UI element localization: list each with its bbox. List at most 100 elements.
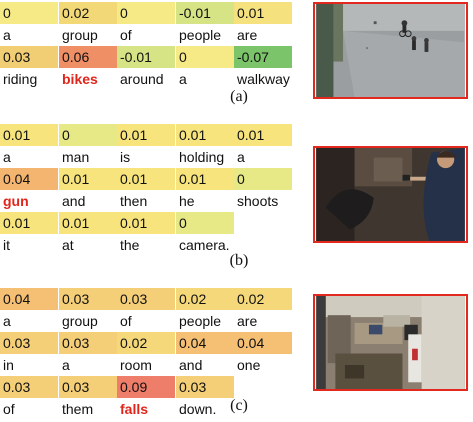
token-cell: 0.02 people <box>176 288 234 332</box>
attention-score: 0.03 <box>0 46 58 68</box>
token-cell: 0.01 are <box>234 2 292 46</box>
attention-score: 0.01 <box>176 168 234 190</box>
token-cell: 0.01 he <box>176 168 234 212</box>
caption-a: (a) <box>230 88 248 105</box>
caption-word: the <box>120 237 140 253</box>
token-cell: 0.03 in <box>0 332 58 376</box>
attention-score: 0.03 <box>59 332 117 354</box>
bikes-scene-image <box>316 4 465 97</box>
caption-word: a <box>3 313 11 329</box>
attention-score: 0 <box>59 124 117 146</box>
caption-word: is <box>120 149 131 165</box>
token-cell: 0.03 of <box>117 288 175 332</box>
caption-word: shoots <box>237 193 279 209</box>
caption-b: (b) <box>229 252 249 269</box>
caption-word: and <box>62 193 86 209</box>
attention-score: 0.03 <box>59 288 117 310</box>
attention-grid-c: 0.04 a 0.03 group 0.03 of 0.02 people 0.02 are 0.0… <box>0 288 295 420</box>
attention-grid-a: 0 a 0.02 group 0 of -0.01 people 0.01 are 0.03 ridi… <box>0 2 295 90</box>
token-cell: 0.04 and <box>176 332 234 376</box>
caption-word: of <box>120 313 132 329</box>
token-cell: -0.07 walkway <box>234 46 292 90</box>
attention-score: 0.01 <box>0 212 58 234</box>
token-row: 0 a 0.02 group 0 of -0.01 people 0.01 are <box>0 2 295 46</box>
attention-score: 0 <box>176 46 234 68</box>
office-fall-scene-image <box>316 296 465 389</box>
attention-score: -0.01 <box>117 46 175 68</box>
caption-word: a <box>237 149 245 165</box>
token-cell: 0.04 a <box>0 288 58 332</box>
caption-word: are <box>237 27 258 43</box>
attention-score: 0.03 <box>59 376 117 398</box>
attention-score: 0.01 <box>117 168 175 190</box>
caption-word: at <box>62 237 74 253</box>
attention-score: 0 <box>0 2 58 24</box>
caption-word: around <box>120 71 164 87</box>
caption-c: (c) <box>230 397 248 414</box>
token-cell: 0.01 and <box>59 168 117 212</box>
attention-score: 0.09 <box>117 376 175 398</box>
attention-score: 0 <box>234 168 292 190</box>
attention-score: 0.01 <box>234 124 292 146</box>
highlighted-word: falls <box>120 401 149 417</box>
caption-word: he <box>179 193 195 209</box>
attention-score: 0.02 <box>176 288 234 310</box>
attention-score: 0.04 <box>176 332 234 354</box>
token-cell: 0.01 holding <box>176 124 234 168</box>
caption-word: man <box>62 149 90 165</box>
caption-word: a <box>3 149 11 165</box>
caption-word: people <box>179 313 222 329</box>
attention-score: 0.01 <box>176 124 234 146</box>
caption-word: holding <box>179 149 225 165</box>
token-row: 0.03 riding 0.06 bikes -0.01 around 0 a -0.07 wal… <box>0 46 295 90</box>
caption-word: and <box>179 357 203 373</box>
caption-word: it <box>3 237 10 253</box>
caption-word: one <box>237 357 261 373</box>
caption-word: group <box>62 27 98 43</box>
caption-word: group <box>62 313 98 329</box>
caption-word: room <box>120 357 152 373</box>
caption-word: camera. <box>179 237 230 253</box>
token-cell: 0.01 the <box>117 212 175 256</box>
caption-word: of <box>120 27 132 43</box>
token-cell: 0.01 at <box>59 212 117 256</box>
token-cell: 0.02 are <box>234 288 292 332</box>
attention-score: 0.02 <box>117 332 175 354</box>
attention-score: 0.03 <box>0 376 58 398</box>
token-cell: 0.01 a <box>234 124 292 168</box>
token-row: 0.01 it 0.01 at 0.01 the 0 camera. <box>0 212 295 256</box>
attention-score: 0.01 <box>234 2 292 24</box>
video-frame-c <box>313 294 468 391</box>
caption-word: down. <box>179 401 217 417</box>
attention-score: 0.04 <box>0 288 58 310</box>
attention-score: 0.01 <box>117 212 175 234</box>
token-cell: 0.02 room <box>117 332 175 376</box>
token-cell: 0 shoots <box>234 168 292 212</box>
attention-score: 0.02 <box>59 2 117 24</box>
token-cell: 0.02 group <box>59 2 117 46</box>
caption-word: riding <box>3 71 38 87</box>
token-cell: 0.09 falls <box>117 376 175 420</box>
token-cell: 0.04 gun <box>0 168 58 212</box>
token-cell: 0.03 group <box>59 288 117 332</box>
token-cell: 0.06 bikes <box>59 46 117 90</box>
video-frame-b <box>313 146 468 243</box>
attention-score: 0.04 <box>0 168 58 190</box>
caption-word: a <box>62 357 70 373</box>
token-cell: 0.01 a <box>0 124 58 168</box>
attention-score: 0 <box>117 2 175 24</box>
highlighted-word: bikes <box>62 71 98 87</box>
caption-word: them <box>62 401 94 417</box>
caption-word: are <box>237 313 258 329</box>
attention-score: 0 <box>176 212 234 234</box>
token-row: 0.04 a 0.03 group 0.03 of 0.02 people 0.02 are <box>0 288 295 332</box>
token-cell: 0.03 of <box>0 376 58 420</box>
attention-score: 0.01 <box>59 212 117 234</box>
token-cell: 0.04 one <box>234 332 292 376</box>
highlighted-word: gun <box>3 193 29 209</box>
caption-word: then <box>120 193 148 209</box>
caption-word: of <box>3 401 15 417</box>
caption-word: a <box>179 71 187 87</box>
